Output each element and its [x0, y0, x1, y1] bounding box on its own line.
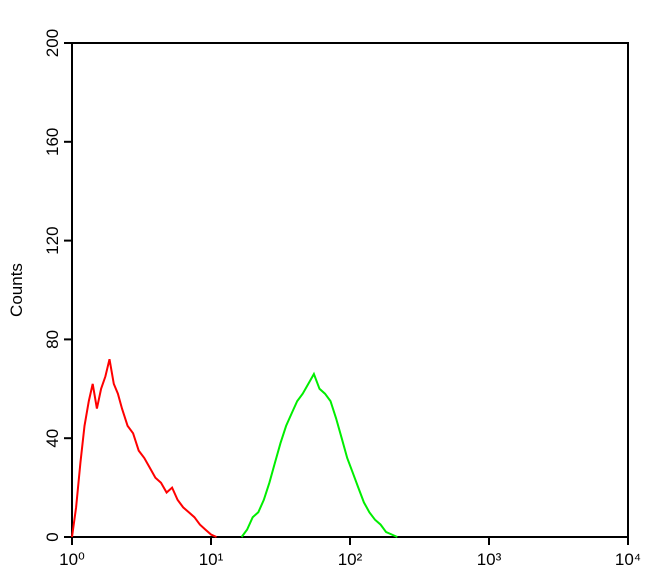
y-tick-label: 120 — [43, 226, 62, 254]
y-tick-label: 0 — [43, 532, 62, 541]
x-tick-label: 10² — [338, 550, 363, 569]
x-tick-label: 10⁴ — [615, 550, 641, 569]
x-tick-label: 10⁰ — [59, 550, 85, 569]
y-tick-label: 40 — [43, 429, 62, 448]
histogram-line — [71, 358, 217, 538]
y-tick-label: 160 — [43, 128, 62, 156]
x-tick-label: 10³ — [477, 550, 502, 569]
y-tick-label: 80 — [43, 330, 62, 349]
y-tick-label: 200 — [43, 29, 62, 57]
y-axis-label: Counts — [7, 263, 26, 317]
histogram-line — [240, 371, 398, 538]
x-tick-label: 10¹ — [199, 550, 224, 569]
